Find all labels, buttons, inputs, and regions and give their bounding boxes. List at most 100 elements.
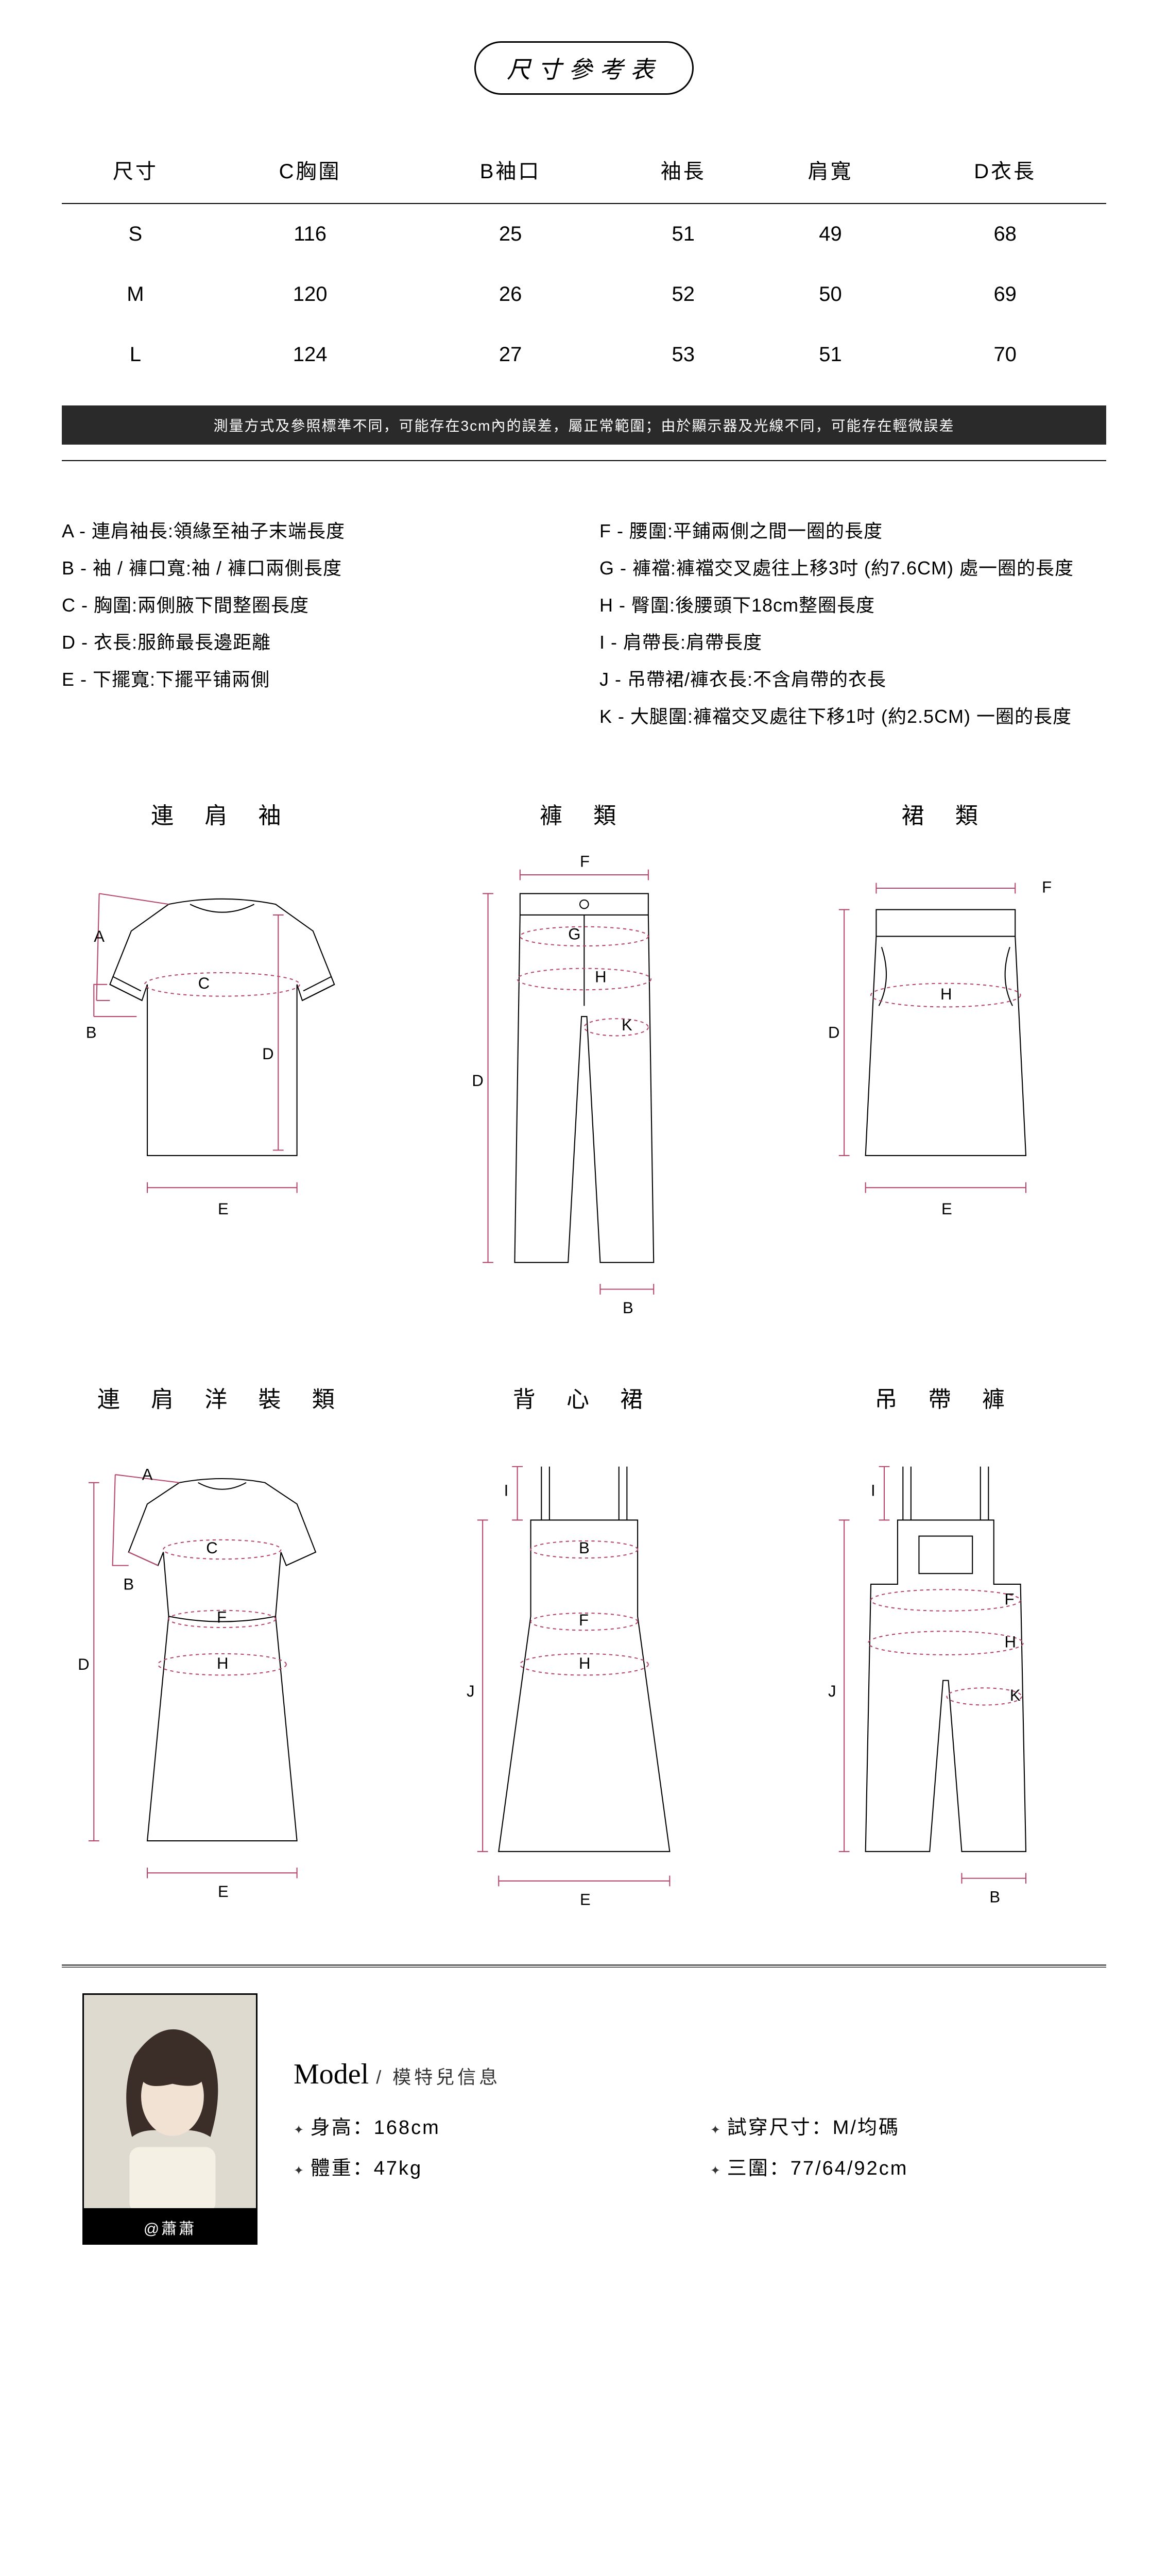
label-j: J: [828, 1682, 836, 1700]
cell: 25: [411, 204, 609, 264]
legend-item: E - 下擺寬:下擺平铺兩側: [62, 661, 569, 698]
th-sleeve: 袖長: [610, 136, 757, 204]
legend-item: J - 吊帶裙/褲衣長:不含肩帶的衣長: [599, 661, 1106, 698]
cell: 68: [904, 204, 1106, 264]
th-bust: C胸圍: [209, 136, 411, 204]
avatar-image: [82, 1993, 257, 2210]
label-e: E: [941, 1200, 952, 1218]
legend-item: D - 衣長:服飾最長邊距離: [62, 624, 569, 661]
diagram-title: 連 肩 洋 裝 類: [62, 1381, 383, 1414]
label-h: H: [579, 1654, 590, 1672]
model-info: Model / 模特兒信息 身高：168cm 試穿尺寸：M/均碼 體重：47kg…: [294, 2058, 1086, 2180]
cami-svg: I B F H J E: [424, 1429, 745, 1910]
table-row: L 124 27 53 51 70: [62, 325, 1106, 385]
dress-svg: A B C F H D: [62, 1429, 383, 1910]
th-cuff: B袖口: [411, 136, 609, 204]
label-b: B: [86, 1024, 97, 1042]
cell: 52: [610, 264, 757, 325]
label-d: D: [828, 1024, 839, 1042]
skirt-svg: F H D E: [785, 845, 1106, 1230]
diagram-overalls: 吊 帶 褲 I F H K: [785, 1381, 1106, 1913]
diagram-raglan-top: 連 肩 袖 A B C D: [62, 797, 383, 1329]
label-c: C: [198, 974, 210, 992]
cell: 49: [757, 204, 904, 264]
model-heading-en: Model: [294, 2058, 369, 2090]
legend-item: A - 連肩袖長:領緣至袖子末端長度: [62, 513, 569, 550]
th-size: 尺寸: [62, 136, 209, 204]
cell: 51: [610, 204, 757, 264]
overalls-svg: I F H K J B: [785, 1429, 1106, 1910]
label-i: I: [504, 1482, 508, 1500]
cell: M: [62, 264, 209, 325]
diagram-title: 背 心 裙: [424, 1381, 745, 1414]
diagram-raglan-dress: 連 肩 洋 裝 類 A B C F H: [62, 1381, 383, 1913]
legend-item: H - 臀圍:後腰頭下18cm整圈長度: [599, 587, 1106, 624]
model-divider: [62, 1964, 1106, 1968]
legend-item: G - 褲襠:褲襠交叉處往上移3吋 (約7.6CM) 處一圈的長度: [599, 550, 1106, 587]
label-c: C: [206, 1539, 217, 1557]
cell: 120: [209, 264, 411, 325]
diagram-cami-dress: 背 心 裙 I B F H: [424, 1381, 745, 1913]
cell: 51: [757, 325, 904, 385]
disclaimer-bar: 測量方式及參照標準不同，可能存在3cm內的誤差，屬正常範圍；由於顯示器及光線不同…: [62, 405, 1106, 445]
label-a: A: [142, 1466, 153, 1484]
th-shoulder: 肩寬: [757, 136, 904, 204]
cell: S: [62, 204, 209, 264]
label-b: B: [579, 1539, 590, 1557]
stat-size: 試穿尺寸：M/均碼: [710, 2111, 1086, 2140]
label-f: F: [1042, 878, 1052, 896]
diagram-title: 吊 帶 褲: [785, 1381, 1106, 1414]
label-h: H: [1005, 1633, 1016, 1651]
cell: 26: [411, 264, 609, 325]
label-h: H: [940, 985, 952, 1003]
legend-item: K - 大腿圍:褲襠交叉處往下移1吋 (約2.5CM) 一圈的長度: [599, 698, 1106, 735]
table-row: S 116 25 51 49 68: [62, 204, 1106, 264]
label-b: B: [990, 1888, 1001, 1906]
page-title: 尺寸參考表: [474, 41, 694, 95]
label-k: K: [622, 1016, 632, 1034]
table-row: M 120 26 52 50 69: [62, 264, 1106, 325]
cell: 50: [757, 264, 904, 325]
legend-item: B - 袖 / 褲口寬:袖 / 褲口兩側長度: [62, 550, 569, 587]
avatar-name: @蕭蕭: [82, 2210, 257, 2245]
label-e: E: [218, 1200, 229, 1218]
cell: L: [62, 325, 209, 385]
model-stats: 身高：168cm 試穿尺寸：M/均碼 體重：47kg 三圍：77/64/92cm: [294, 2111, 1086, 2180]
label-f: F: [1005, 1590, 1015, 1608]
diagram-title: 連 肩 袖: [62, 797, 383, 830]
model-heading-sub: / 模特兒信息: [376, 2066, 501, 2088]
legend-item: C - 胸圍:兩側腋下間整圈長度: [62, 587, 569, 624]
label-e: E: [580, 1891, 591, 1909]
label-a: A: [94, 927, 105, 945]
label-d: D: [78, 1655, 89, 1673]
label-i: I: [871, 1482, 875, 1500]
cell: 124: [209, 325, 411, 385]
pants-svg: F G H K D B: [424, 845, 745, 1327]
label-j: J: [467, 1682, 475, 1700]
cell: 53: [610, 325, 757, 385]
title-wrap: 尺寸參考表: [62, 41, 1106, 95]
diagram-pants: 褲 類 F G H K: [424, 797, 745, 1329]
label-f: F: [217, 1608, 227, 1626]
legend-item: I - 肩帶長:肩帶長度: [599, 624, 1106, 661]
model-card: @蕭蕭 Model / 模特兒信息 身高：168cm 試穿尺寸：M/均碼 體重：…: [62, 1993, 1106, 2245]
cell: 70: [904, 325, 1106, 385]
label-d: D: [262, 1045, 273, 1063]
label-b: B: [623, 1299, 633, 1317]
cell: 116: [209, 204, 411, 264]
label-d: D: [472, 1072, 483, 1090]
raglan-top-svg: A B C D E: [62, 845, 383, 1230]
size-table-header-row: 尺寸 C胸圍 B袖口 袖長 肩寬 D衣長: [62, 136, 1106, 204]
legend-col-right: F - 腰圍:平鋪兩側之間一圈的長度 G - 褲襠:褲襠交叉處往上移3吋 (約7…: [599, 513, 1106, 735]
stat-weight: 體重：47kg: [294, 2152, 669, 2180]
label-h: H: [595, 968, 606, 986]
legend-item: F - 腰圍:平鋪兩側之間一圈的長度: [599, 513, 1106, 550]
label-f: F: [579, 1611, 589, 1629]
model-heading: Model / 模特兒信息: [294, 2058, 1086, 2091]
diagram-skirt: 裙 類 F H D: [785, 797, 1106, 1329]
size-table: 尺寸 C胸圍 B袖口 袖長 肩寬 D衣長 S 116 25 51 49 68 M…: [62, 136, 1106, 385]
diagram-title: 褲 類: [424, 797, 745, 830]
label-e: E: [218, 1883, 229, 1901]
legend-col-left: A - 連肩袖長:領緣至袖子末端長度 B - 袖 / 褲口寬:袖 / 褲口兩側長…: [62, 513, 569, 735]
label-h: H: [217, 1654, 228, 1672]
